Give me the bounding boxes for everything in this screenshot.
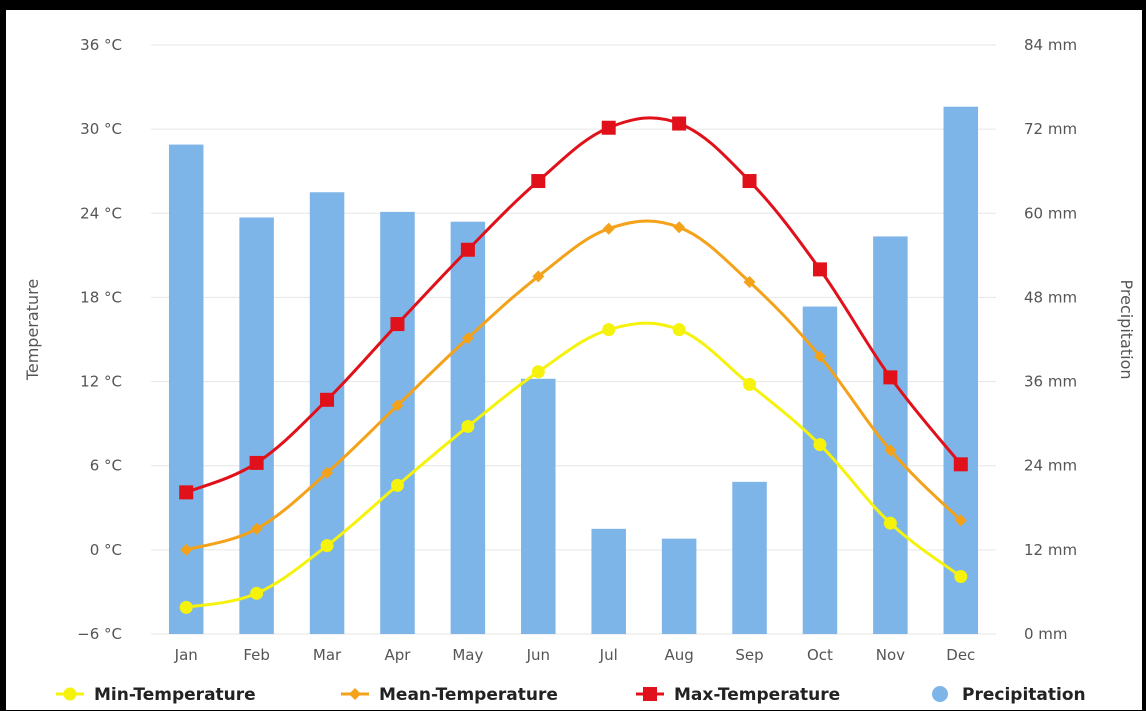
- mean-temperature-line: [185, 219, 962, 552]
- right-axis: 0 mm 12 mm 24 mm 36 mm 48 mm 60 mm 72 mm 84 mm: [1024, 36, 1077, 643]
- precipitation-bar-jul: [591, 528, 626, 634]
- legend-label: Min-Temperature: [94, 685, 256, 705]
- mean-temperature-point-jan: [180, 543, 193, 556]
- min-temperature-point-jul: [602, 323, 616, 337]
- left-tick-label: 36 °C: [80, 36, 122, 54]
- x-tick-label: Apr: [384, 646, 411, 664]
- legend-marker: [932, 686, 948, 702]
- right-tick-label: 48 mm: [1024, 288, 1077, 306]
- x-tick-label: May: [452, 646, 483, 664]
- legend-item-max-temperature: Max-Temperature: [636, 685, 840, 705]
- grid-lines: [151, 44, 996, 635]
- max-temperature-point-sep: [742, 174, 757, 189]
- legend-label: Precipitation: [962, 685, 1086, 705]
- x-tick-label: Sep: [735, 646, 763, 664]
- legend-marker: [349, 688, 361, 700]
- right-tick-label: 24 mm: [1024, 457, 1077, 475]
- right-tick-label: 72 mm: [1024, 120, 1077, 138]
- right-tick-label: 12 mm: [1024, 541, 1077, 559]
- min-temperature-point-jan: [179, 600, 193, 614]
- left-tick-label: −6 °C: [77, 625, 122, 643]
- min-temperature-point-jun: [531, 365, 545, 379]
- min-temperature-point-feb: [250, 586, 264, 600]
- legend-item-min-temperature: Min-Temperature: [56, 685, 256, 705]
- right-axis-title: Precipitation: [1117, 279, 1136, 379]
- x-tick-label: Jun: [526, 646, 550, 664]
- left-tick-label: 18 °C: [80, 288, 122, 306]
- right-tick-label: 60 mm: [1024, 204, 1077, 222]
- mean-temperature-point-jun: [532, 270, 545, 283]
- max-temperature-point-may: [460, 242, 475, 257]
- max-temperature-line: [185, 116, 962, 494]
- mean-temperature-point-nov: [884, 444, 897, 457]
- x-tick-label: Dec: [946, 646, 975, 664]
- mean-temperature-point-feb: [250, 522, 263, 535]
- precipitation-bar-dec: [943, 106, 979, 634]
- max-temperature-point-oct: [812, 262, 827, 277]
- max-temperature-point-jan: [179, 485, 194, 500]
- x-axis: Jan Feb Mar Apr May Jun Jul Aug Sep Oct Nov Dec: [174, 646, 976, 664]
- left-axis: −6 °C 0 °C 6 °C 12 °C 18 °C 24 °C 30 °C 36 °C: [77, 36, 122, 643]
- left-tick-label: 30 °C: [80, 120, 122, 138]
- min-temperature-point-dec: [954, 570, 968, 584]
- mean-temperature-point-apr: [391, 399, 404, 412]
- max-temperature-point-nov: [883, 370, 898, 385]
- mean-temperature-point-oct: [813, 350, 826, 363]
- left-tick-label: 6 °C: [90, 457, 122, 475]
- legend-marker: [63, 687, 77, 701]
- min-temperature-point-may: [461, 419, 475, 433]
- right-tick-label: 84 mm: [1024, 36, 1077, 54]
- min-temperature-point-mar: [320, 539, 334, 553]
- max-temperature-point-jul: [601, 120, 616, 135]
- x-tick-label: Jul: [599, 646, 618, 664]
- precipitation-bars: [168, 106, 979, 635]
- x-tick-label: Feb: [243, 646, 270, 664]
- max-temperature-point-aug: [672, 116, 687, 131]
- mean-temperature-series: [180, 219, 967, 556]
- left-tick-label: 0 °C: [90, 541, 122, 559]
- precipitation-bar-jun: [521, 378, 556, 634]
- mean-temperature-point-aug: [673, 221, 686, 234]
- legend-marker: [643, 687, 657, 701]
- left-tick-label: 24 °C: [80, 204, 122, 222]
- right-tick-label: 36 mm: [1024, 373, 1077, 391]
- x-tick-label: Mar: [313, 646, 342, 664]
- mean-temperature-point-mar: [321, 466, 334, 479]
- precipitation-bar-sep: [732, 481, 767, 634]
- min-temperature-point-oct: [813, 438, 827, 452]
- max-temperature-point-dec: [953, 457, 968, 472]
- min-temperature-point-sep: [743, 377, 757, 391]
- legend-item-precipitation: Precipitation: [932, 685, 1086, 705]
- precipitation-bar-aug: [661, 538, 697, 634]
- x-tick-label: Jan: [174, 646, 198, 664]
- max-temperature-point-feb: [249, 455, 264, 470]
- right-tick-label: 0 mm: [1024, 625, 1068, 643]
- max-temperature-series: [179, 116, 968, 500]
- chart-frame: −6 °C 0 °C 6 °C 12 °C 18 °C 24 °C 30 °C 36 °C 0 …: [6, 10, 1142, 710]
- legend: Min-Temperature Mean-Temperature Max-Tempe…: [56, 685, 1086, 705]
- x-tick-label: Oct: [807, 646, 833, 664]
- x-tick-label: Nov: [876, 646, 905, 664]
- mean-temperature-point-sep: [743, 276, 756, 289]
- x-tick-label: Aug: [664, 646, 693, 664]
- max-temperature-point-jun: [531, 174, 546, 189]
- legend-item-mean-temperature: Mean-Temperature: [341, 685, 558, 705]
- legend-label: Max-Temperature: [674, 685, 840, 705]
- max-temperature-point-mar: [320, 392, 335, 407]
- legend-label: Mean-Temperature: [379, 685, 558, 705]
- mean-temperature-point-may: [461, 332, 474, 345]
- left-tick-label: 12 °C: [80, 373, 122, 391]
- mean-temperature-point-jul: [602, 222, 615, 235]
- mean-temperature-point-dec: [954, 514, 967, 527]
- precipitation-bar-feb: [239, 217, 274, 634]
- min-temperature-point-nov: [883, 516, 897, 530]
- precipitation-bar-jan: [168, 144, 204, 635]
- max-temperature-point-apr: [390, 317, 405, 332]
- min-temperature-point-apr: [390, 478, 404, 492]
- climate-chart: −6 °C 0 °C 6 °C 12 °C 18 °C 24 °C 30 °C 36 °C 0 …: [23, 36, 1136, 705]
- min-temperature-point-aug: [672, 323, 686, 337]
- precipitation-bar-apr: [380, 211, 415, 634]
- left-axis-title: Temperature: [23, 279, 42, 381]
- min-temperature-series: [179, 321, 968, 614]
